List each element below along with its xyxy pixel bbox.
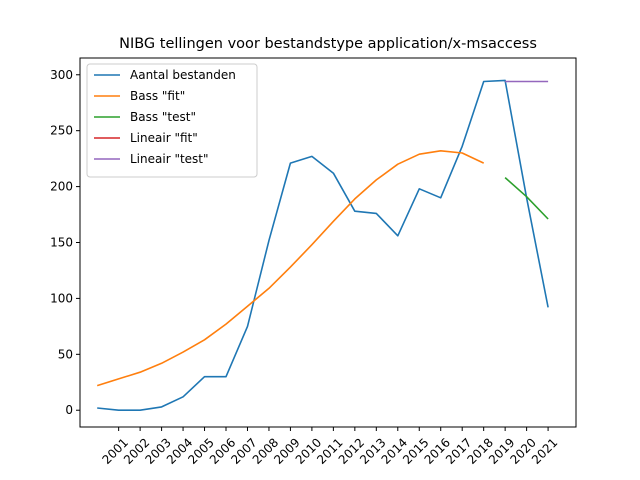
series-line-1 bbox=[96, 150, 485, 387]
series-line-0 bbox=[97, 79, 549, 412]
y-axis: 0 50 100 150 200 250 300 bbox=[50, 68, 80, 417]
plot-lines bbox=[96, 79, 549, 412]
series-line-2 bbox=[504, 177, 549, 220]
y-tick-label: 250 bbox=[50, 124, 73, 138]
legend-label-0: Aantal bestanden bbox=[130, 68, 236, 82]
legend-label-4: Lineair "test" bbox=[130, 152, 209, 166]
y-tick-label: 150 bbox=[50, 236, 73, 250]
y-tick-label: 300 bbox=[50, 68, 73, 82]
x-axis: 2001200220032004200520062007200820092010… bbox=[99, 427, 560, 467]
y-tick-label: 100 bbox=[50, 291, 73, 305]
legend: Aantal bestanden Bass "fit" Bass "test" Lin… bbox=[86, 63, 258, 178]
y-tick-label: 50 bbox=[58, 347, 73, 361]
y-tick-label: 0 bbox=[65, 403, 73, 417]
y-tick-label: 200 bbox=[50, 180, 73, 194]
legend-label-2: Bass "test" bbox=[130, 110, 196, 124]
legend-box bbox=[86, 63, 258, 178]
legend-label-3: Lineair "fit" bbox=[130, 131, 198, 145]
legend-label-1: Bass "fit" bbox=[130, 89, 185, 103]
chart-title: NIBG tellingen voor bestandstype applica… bbox=[119, 36, 537, 52]
plot-frame bbox=[79, 57, 577, 428]
